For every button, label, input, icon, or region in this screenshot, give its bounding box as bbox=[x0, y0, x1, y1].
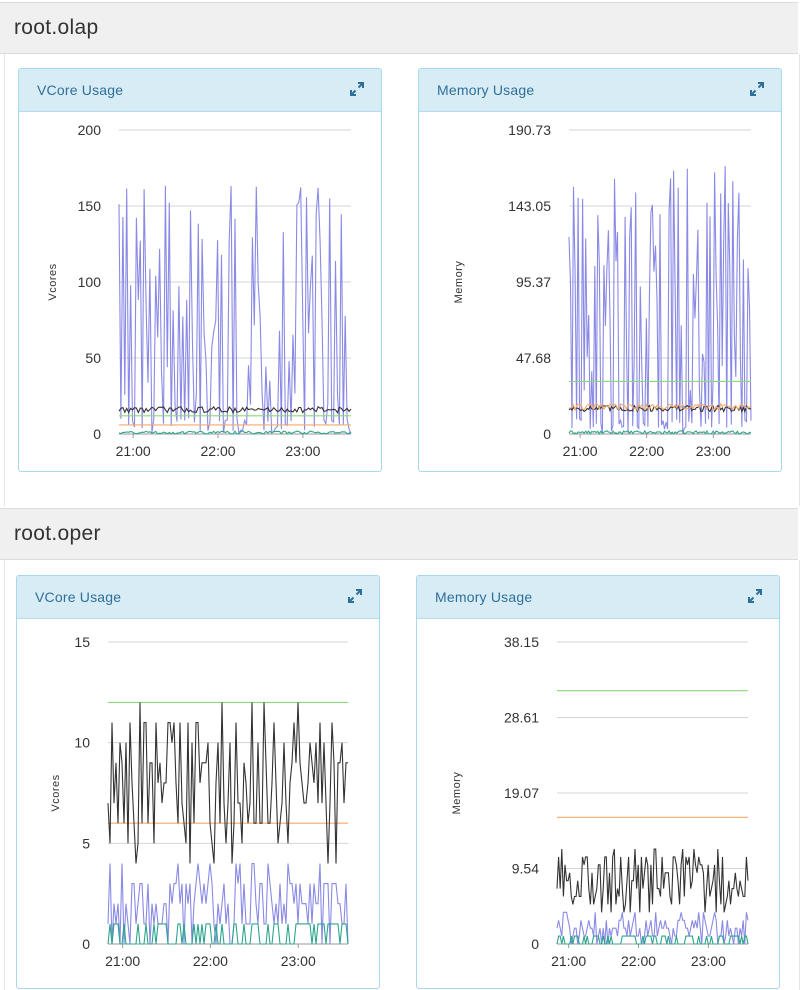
x-tick-label: 23:00 bbox=[285, 443, 320, 459]
y-tick-label: 50 bbox=[85, 350, 101, 366]
y-tick-label: 143.05 bbox=[508, 198, 551, 214]
panel-title: VCore Usage bbox=[37, 82, 124, 98]
y-tick-label: 95.37 bbox=[516, 274, 551, 290]
y-tick-label: 9.54 bbox=[512, 861, 539, 877]
memory-chart: 0 47.68 95.37 143.05 190.73 21:00 22:00 23:00 Me… bbox=[453, 122, 752, 459]
series-line bbox=[107, 702, 348, 864]
section-title: root.oper bbox=[14, 522, 101, 545]
series-line bbox=[556, 911, 749, 945]
panel-header: VCore Usage bbox=[17, 576, 379, 619]
y-tick-label: 10 bbox=[74, 735, 90, 751]
y-tick-label: 200 bbox=[78, 122, 102, 138]
panel-title: Memory Usage bbox=[437, 82, 535, 98]
vcore-chart: 0 50 100 150 200 21:00 22:00 23:00 Vcores bbox=[47, 122, 352, 459]
x-tick-label: 21:00 bbox=[105, 953, 140, 969]
panel-header: Memory Usage bbox=[419, 69, 781, 112]
series-line bbox=[118, 185, 352, 436]
expand-icon[interactable] bbox=[349, 81, 365, 97]
y-tick-label: 19.07 bbox=[504, 785, 539, 801]
y-tick-label: 47.68 bbox=[516, 350, 551, 366]
expand-icon[interactable] bbox=[347, 588, 363, 604]
series-line bbox=[568, 429, 751, 436]
panel-title: Memory Usage bbox=[435, 589, 533, 605]
y-axis-label: Memory bbox=[453, 261, 465, 304]
y-tick-label: 0 bbox=[82, 936, 90, 952]
section-header-oper: root.oper bbox=[0, 508, 798, 560]
y-tick-label: 190.73 bbox=[508, 122, 551, 138]
memory-usage-panel-olap: Memory Usage 0 47.68 95.37 143.05 190.73 21:0… bbox=[418, 68, 782, 472]
y-tick-label: 0 bbox=[531, 936, 539, 952]
expand-icon[interactable] bbox=[747, 588, 763, 604]
x-tick-label: 23:00 bbox=[691, 953, 726, 969]
series-line bbox=[556, 935, 749, 945]
x-tick-label: 23:00 bbox=[281, 953, 316, 969]
series-line bbox=[568, 402, 752, 412]
panel-title: VCore Usage bbox=[35, 589, 122, 605]
series-line bbox=[568, 404, 752, 414]
series-line bbox=[118, 430, 352, 435]
x-tick-label: 22:00 bbox=[629, 443, 664, 459]
y-tick-label: 150 bbox=[78, 198, 102, 214]
y-tick-label: 0 bbox=[543, 426, 551, 442]
x-tick-label: 22:00 bbox=[621, 953, 656, 969]
panel-header: Memory Usage bbox=[417, 576, 779, 619]
y-tick-label: 0 bbox=[93, 426, 101, 442]
vcore-usage-panel-olap: VCore Usage 0 50 100 150 200 21:00 22:00 23:00 V… bbox=[18, 68, 382, 472]
y-tick-label: 28.61 bbox=[504, 710, 539, 726]
vcore-chart: 0 5 10 15 21:00 22:00 23:00 Vcores bbox=[50, 634, 349, 969]
x-tick-label: 21:00 bbox=[116, 443, 151, 459]
y-tick-label: 5 bbox=[82, 835, 90, 851]
section-title: root.olap bbox=[14, 16, 99, 39]
memory-usage-panel-oper: Memory Usage 0 9.54 19.07 28.61 38.15 21:00 22… bbox=[416, 575, 780, 989]
y-axis-label: Vcores bbox=[50, 774, 62, 811]
section-header-olap: root.olap bbox=[0, 2, 798, 54]
series-line bbox=[118, 405, 352, 414]
expand-icon[interactable] bbox=[749, 81, 765, 97]
y-axis-label: Vcores bbox=[47, 263, 59, 300]
y-tick-label: 15 bbox=[74, 634, 90, 650]
series-line bbox=[556, 848, 749, 913]
series-line bbox=[107, 923, 349, 945]
x-tick-label: 22:00 bbox=[193, 953, 228, 969]
y-axis-label: Memory bbox=[451, 772, 463, 815]
panel-header: VCore Usage bbox=[19, 69, 381, 112]
x-tick-label: 22:00 bbox=[201, 443, 236, 459]
memory-chart: 0 9.54 19.07 28.61 38.15 21:00 22:00 23:00 Memor… bbox=[451, 634, 749, 969]
x-tick-label: 21:00 bbox=[563, 443, 598, 459]
vcore-usage-panel-oper: VCore Usage 0 5 10 15 21:00 22:00 23:00 Vcores bbox=[16, 575, 380, 989]
x-tick-label: 21:00 bbox=[551, 953, 586, 969]
y-tick-label: 100 bbox=[78, 274, 102, 290]
y-tick-label: 38.15 bbox=[504, 634, 539, 650]
series-line bbox=[568, 166, 752, 434]
x-tick-label: 23:00 bbox=[696, 443, 731, 459]
series-line bbox=[107, 862, 349, 945]
